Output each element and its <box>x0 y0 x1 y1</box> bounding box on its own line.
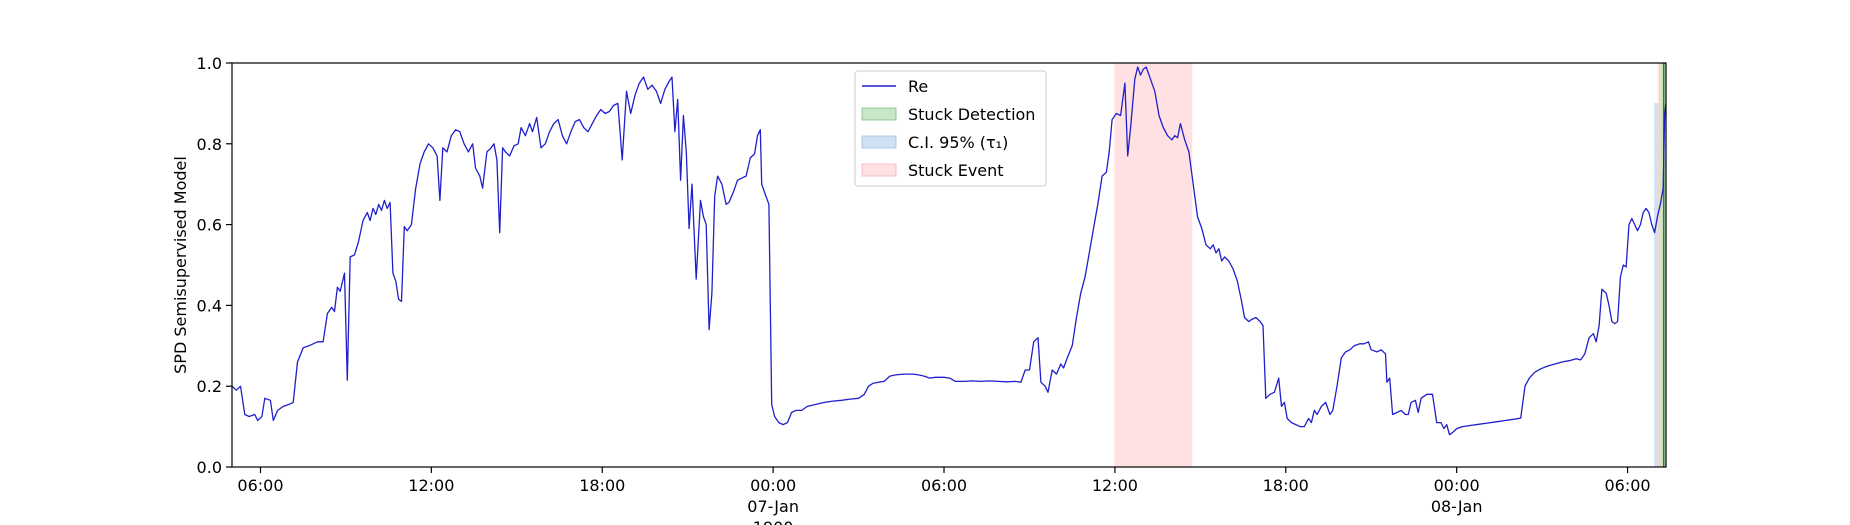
x-tick-label: 06:00 <box>921 476 967 495</box>
x-tick-label: 18:00 <box>579 476 625 495</box>
x-tick-label: 18:00 <box>1263 476 1309 495</box>
x-tick-sublabel: 1900 <box>753 518 794 525</box>
x-tick-label: 00:00 <box>1434 476 1480 495</box>
y-tick-label: 0.0 <box>197 458 222 477</box>
legend-swatch-stuck-detection <box>861 107 897 121</box>
legend-label-c-i-95-: C.I. 95% (τ₁) <box>908 133 1008 152</box>
y-tick-label: 0.6 <box>197 216 222 235</box>
legend-label-stuck-event: Stuck Event <box>908 161 1004 180</box>
x-tick-label: 06:00 <box>1604 476 1650 495</box>
y-tick-label: 0.2 <box>197 377 222 396</box>
series-group <box>231 66 1667 436</box>
x-tick-label: 00:00 <box>750 476 796 495</box>
x-tick-label: 12:00 <box>408 476 454 495</box>
y-tick-label: 0.4 <box>197 296 222 315</box>
x-axis: 06:00 12:00 18:00 00:00 07-Jan 1900 06:00 12:00… <box>237 467 1651 525</box>
y-axis: 0.0 0.2 0.4 0.6 0.8 1.0 <box>197 54 232 477</box>
legend-box <box>854 70 1047 187</box>
legend-swatch-stuck-event <box>861 163 897 177</box>
plot-frame <box>231 62 1667 468</box>
series-line-re <box>231 66 1667 436</box>
y-tick-label: 1.0 <box>197 54 222 73</box>
legend-swatch-c-i-95- <box>861 135 897 149</box>
legend-label-stuck-detection: Stuck Detection <box>908 105 1035 124</box>
x-tick-label: 12:00 <box>1092 476 1138 495</box>
y-axis-label: SPD Semisupervised Model <box>171 156 190 374</box>
x-tick-label: 06:00 <box>237 476 283 495</box>
legend-label-re: Re <box>908 77 928 96</box>
y-tick-label: 0.8 <box>197 135 222 154</box>
x-tick-sublabel: 08-Jan <box>1431 497 1483 516</box>
x-tick-sublabel: 07-Jan <box>747 497 799 516</box>
legend: Re Stuck Detection C.I. 95% (τ₁) Stuck Even… <box>854 70 1047 187</box>
